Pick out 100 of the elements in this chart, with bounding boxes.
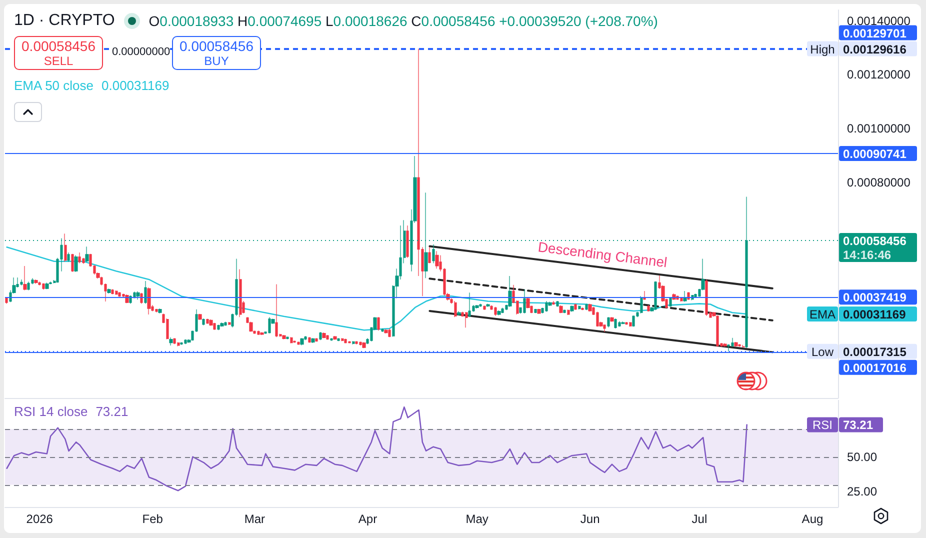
candlestick	[723, 343, 727, 348]
candlestick	[275, 284, 278, 338]
candlestick	[78, 252, 81, 264]
ref-line-label: Low 0.00017315	[811, 344, 907, 359]
candlestick	[574, 303, 577, 310]
candlestick	[537, 308, 541, 314]
candlestick	[669, 296, 672, 308]
chart-title: 1D · CRYPTO	[14, 12, 115, 30]
candlestick	[333, 336, 337, 340]
y-tick-label: 0.00100000	[847, 122, 911, 136]
candlestick	[508, 276, 512, 308]
candlestick	[67, 252, 70, 262]
candlestick	[341, 338, 344, 342]
annotation: BUY	[203, 54, 230, 68]
candlestick	[111, 288, 114, 295]
candlestick	[42, 282, 45, 290]
y-tick-label: 0.00120000	[847, 68, 911, 82]
candlestick	[344, 338, 347, 344]
candlestick	[282, 334, 286, 340]
candlestick	[217, 324, 220, 330]
text: EMA 50 close	[14, 78, 94, 93]
candlestick	[563, 309, 566, 314]
candlestick	[34, 279, 38, 284]
candlestick	[618, 320, 621, 327]
candlestick	[432, 244, 435, 264]
candlestick	[315, 338, 318, 342]
candlestick	[629, 322, 632, 327]
x-tick-label: Mar	[244, 512, 266, 526]
candlestick	[74, 254, 78, 272]
annotation: EMA	[809, 308, 836, 322]
candlestick	[286, 336, 289, 340]
candlestick	[640, 296, 643, 314]
candlestick	[206, 318, 209, 324]
candlestick	[268, 316, 271, 334]
candlestick	[581, 307, 584, 310]
candlestick	[654, 281, 657, 310]
candlestick	[136, 291, 140, 300]
candlestick	[435, 250, 439, 269]
candlestick	[297, 341, 300, 346]
y-tick-label: 0.00080000	[847, 175, 911, 190]
candlestick	[552, 300, 555, 306]
annotation: 73.21	[96, 404, 128, 419]
candlestick	[479, 303, 482, 308]
candlestick	[352, 340, 355, 345]
candlestick	[384, 328, 388, 334]
candlestick	[322, 332, 326, 338]
candlestick	[523, 289, 526, 314]
candlestick	[585, 303, 588, 310]
y-tick-label: 25.00	[847, 484, 878, 499]
candlestick	[567, 309, 570, 316]
candlestick	[705, 279, 708, 316]
chart-subtitle: O0.00018933 H0.00074695 L0.00018626 C0.00058456 +0.00039520 (+208.70%)	[148, 13, 658, 29]
candlestick	[494, 306, 497, 316]
candlestick	[337, 338, 340, 342]
candlestick	[180, 342, 183, 346]
candlestick	[209, 319, 213, 326]
candlestick	[526, 297, 530, 309]
candlestick	[428, 246, 431, 264]
ref-line-label: 0.00058456 14:16:46	[843, 234, 907, 262]
text: 0.00031169	[843, 308, 906, 322]
x-tick-label: 2026	[26, 512, 54, 526]
annotation: 0.00058456	[20, 38, 96, 54]
candlestick	[588, 303, 592, 312]
candlestick	[249, 321, 253, 332]
ref-line-label: 0.00129701	[843, 26, 907, 40]
candlestick	[694, 293, 697, 298]
annotation: 0.00058456	[178, 38, 254, 54]
candlestick	[20, 279, 23, 286]
candlestick	[465, 312, 468, 328]
candlestick	[388, 328, 391, 338]
candlestick	[224, 321, 227, 326]
candlestick	[177, 342, 180, 347]
line-series	[6, 406, 748, 492]
annotation: Descending Channel	[537, 238, 668, 270]
candlestick	[257, 330, 260, 336]
candlestick	[603, 324, 606, 332]
candlestick	[381, 328, 384, 332]
candlestick	[64, 233, 67, 262]
candlestick	[559, 305, 563, 314]
y-tick-label: 0.00140000	[847, 14, 911, 28]
candlestick	[475, 304, 479, 309]
candlestick	[144, 280, 147, 304]
candlestick	[326, 334, 329, 340]
candlestick	[497, 310, 501, 316]
candlestick	[625, 322, 628, 326]
candlestick	[308, 336, 311, 344]
x-tick-label: May	[466, 512, 488, 526]
candlestick	[734, 342, 738, 347]
x-tick-label: Jun	[580, 512, 600, 526]
candlestick	[202, 318, 205, 326]
annotation: 0.00000000	[112, 46, 170, 58]
annotation: SELL	[42, 54, 74, 68]
candlestick	[647, 304, 650, 312]
candlestick	[173, 338, 176, 344]
candlestick	[683, 290, 687, 302]
candlestick	[738, 344, 741, 348]
candlestick	[330, 338, 333, 342]
candlestick	[260, 332, 264, 336]
candlestick	[239, 268, 242, 318]
y-tick-label: 50.00	[847, 450, 878, 464]
